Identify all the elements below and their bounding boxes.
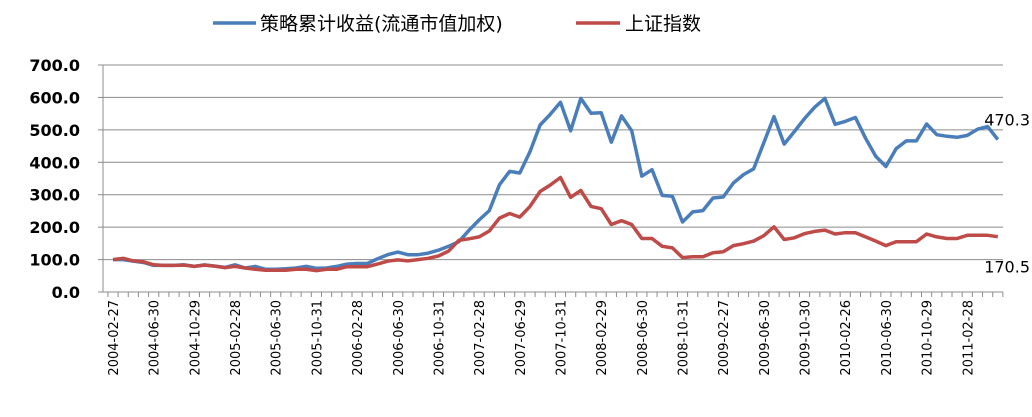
x-tick-label: 2010-10-29 bbox=[921, 300, 936, 376]
x-axis-tick-labels: 2004-02-27 2004-06-30 2004-10-29 2005-02-28… bbox=[107, 300, 976, 376]
x-tick-label: 2006-06-30 bbox=[392, 300, 407, 376]
y-tick-label: 300.0 bbox=[29, 186, 80, 205]
x-tick-label: 2005-10-31 bbox=[310, 300, 325, 376]
x-tick-label: 2006-02-28 bbox=[351, 300, 366, 376]
data-labels: 470.3 170.5 bbox=[984, 110, 1030, 276]
legend: 策略累计收益(流通市值加权) 上证指数 bbox=[213, 13, 701, 35]
y-tick-label: 500.0 bbox=[29, 121, 80, 140]
x-tick-label: 2009-10-30 bbox=[799, 300, 814, 376]
x-tick-label: 2005-02-28 bbox=[229, 300, 244, 376]
y-tick-label: 600.0 bbox=[29, 88, 80, 107]
y-axis-tick-labels: 0.0 100.0 200.0 300.0 400.0 500.0 600.0 700.0 bbox=[29, 56, 80, 302]
legend-label-strategy: 策略累计收益(流通市值加权) bbox=[260, 13, 503, 35]
y-tick-label: 200.0 bbox=[29, 218, 80, 237]
end-label-strategy: 470.3 bbox=[984, 110, 1030, 129]
x-tick-label: 2004-06-30 bbox=[148, 300, 163, 376]
x-tick-label: 2008-06-30 bbox=[636, 300, 651, 376]
x-tick-label: 2006-10-31 bbox=[432, 300, 447, 376]
y-tick-label: 700.0 bbox=[29, 56, 80, 75]
x-tick-label: 2004-10-29 bbox=[188, 300, 203, 376]
y-tick-label: 400.0 bbox=[29, 153, 80, 172]
x-tick-label: 2005-06-30 bbox=[270, 300, 285, 376]
x-tick-label: 2009-02-27 bbox=[717, 300, 732, 376]
series-line-index bbox=[112, 175, 999, 273]
x-tick-label: 2009-06-30 bbox=[758, 300, 773, 376]
x-tick-label: 2007-02-28 bbox=[473, 300, 488, 376]
axes bbox=[102, 65, 1004, 297]
x-tick-label: 2011-02-28 bbox=[961, 300, 976, 376]
series-lines bbox=[112, 96, 1000, 273]
x-tick-label: 2007-06-29 bbox=[514, 300, 529, 376]
x-tick-label: 2008-02-29 bbox=[595, 300, 610, 376]
x-tick-label: 2010-02-26 bbox=[839, 300, 854, 376]
legend-label-index: 上证指数 bbox=[625, 13, 701, 35]
x-tick-label: 2008-10-31 bbox=[677, 300, 692, 376]
x-tick-label: 2007-10-31 bbox=[554, 300, 569, 376]
gridlines bbox=[98, 64, 1003, 293]
end-label-index: 170.5 bbox=[984, 258, 1030, 277]
x-tick-label: 2010-06-30 bbox=[880, 300, 895, 376]
y-tick-label: 0.0 bbox=[52, 283, 80, 302]
series-line-strategy bbox=[113, 96, 1000, 272]
y-tick-label: 100.0 bbox=[29, 251, 80, 270]
x-tick-label: 2004-02-27 bbox=[107, 300, 122, 376]
